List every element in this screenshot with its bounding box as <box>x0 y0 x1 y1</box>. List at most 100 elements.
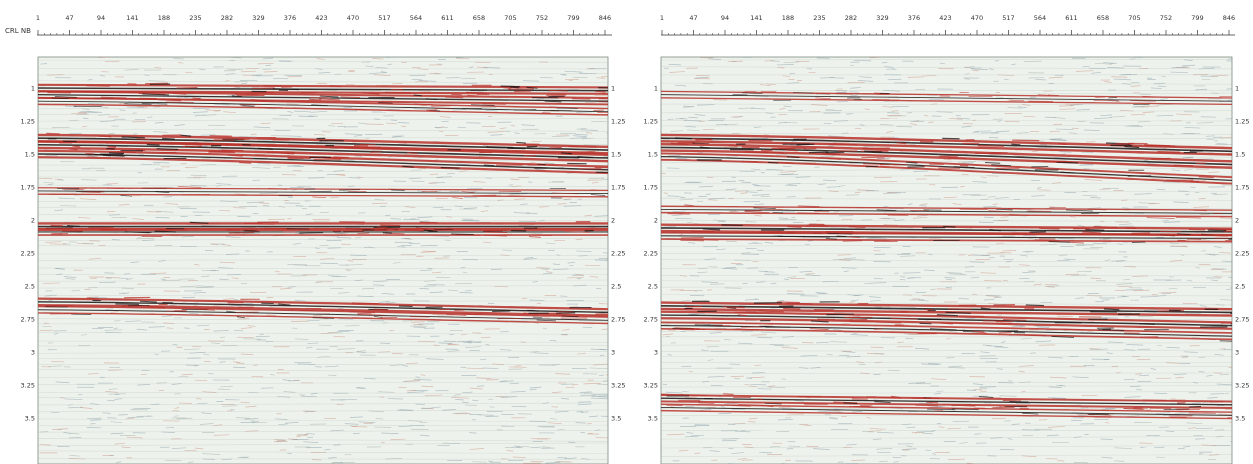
noise-wavelet <box>193 292 206 294</box>
noise-wavelet <box>930 103 938 105</box>
noise-wavelet <box>160 278 166 281</box>
noise-wavelet <box>236 362 245 364</box>
reflector-horizon <box>38 303 608 317</box>
noise-wavelet <box>171 383 182 385</box>
noise-wavelet <box>697 271 708 273</box>
reflector-segment <box>698 402 715 404</box>
noise-wavelet <box>472 332 482 334</box>
reflector-segment <box>172 92 187 95</box>
noise-wavelet <box>684 435 699 438</box>
reflector-segment <box>568 145 597 148</box>
noise-wavelet <box>165 203 179 205</box>
noise-wavelet <box>344 133 363 135</box>
noise-wavelet <box>259 192 278 195</box>
reflector-segment <box>483 164 495 167</box>
noise-wavelet <box>580 129 598 131</box>
noise-wavelet <box>732 422 746 425</box>
noise-wavelet <box>545 462 561 464</box>
noise-wavelet <box>1031 195 1045 197</box>
background-striation <box>661 59 1232 61</box>
noise-wavelet <box>456 163 470 166</box>
noise-wavelet <box>1131 355 1140 358</box>
y-tick-label-right: 2.5 <box>1235 283 1245 291</box>
reflector-segment <box>822 153 840 156</box>
noise-wavelet <box>1210 279 1219 282</box>
noise-wavelet <box>1019 325 1026 328</box>
noise-wavelet <box>701 281 719 283</box>
noise-wavelet <box>98 114 111 116</box>
noise-wavelet <box>121 287 134 290</box>
noise-wavelet <box>603 155 608 157</box>
reflector-segment <box>146 143 160 146</box>
noise-wavelet <box>278 206 286 208</box>
background-striation <box>661 190 1232 193</box>
noise-wavelet <box>1122 278 1130 281</box>
y-tick-label-right: 2.5 <box>611 283 621 291</box>
noise-wavelet <box>959 442 968 444</box>
noise-wavelet <box>1075 70 1094 72</box>
noise-wavelet <box>783 278 789 281</box>
noise-wavelet <box>435 176 453 178</box>
y-tick-label-right: 2.75 <box>611 316 625 324</box>
noise-wavelet <box>1193 206 1210 208</box>
noise-wavelet <box>244 418 259 420</box>
y-tick-label-left: 1.5 <box>648 151 658 159</box>
noise-wavelet <box>930 378 947 380</box>
noise-wavelet <box>1166 362 1180 364</box>
noise-wavelet <box>161 431 175 433</box>
noise-wavelet <box>569 137 587 139</box>
noise-wavelet <box>997 382 1014 384</box>
noise-wavelet <box>174 407 180 409</box>
noise-wavelet <box>292 243 301 245</box>
noise-wavelet <box>402 365 409 367</box>
reflector-segment <box>797 212 819 214</box>
noise-wavelet <box>1005 260 1012 263</box>
noise-wavelet <box>789 144 802 146</box>
reflector-segment <box>1060 171 1075 174</box>
noise-wavelet <box>87 103 105 105</box>
noise-wavelet <box>986 295 999 297</box>
noise-wavelet <box>836 57 841 58</box>
noise-wavelet <box>601 328 608 330</box>
noise-wavelet <box>1072 376 1089 379</box>
reflector-segment <box>141 103 168 105</box>
noise-wavelet <box>721 267 738 270</box>
noise-wavelet <box>872 438 882 440</box>
noise-wavelet <box>245 67 259 70</box>
noise-wavelet <box>980 176 987 179</box>
noise-wavelet <box>98 57 115 58</box>
noise-wavelet <box>906 445 913 448</box>
noise-wavelet <box>514 198 526 200</box>
y-tick-label-left: 3 <box>31 349 35 357</box>
noise-wavelet <box>1000 216 1009 218</box>
noise-wavelet <box>1211 92 1219 94</box>
noise-wavelet <box>601 178 608 181</box>
noise-wavelet <box>731 452 745 454</box>
noise-wavelet <box>759 84 771 86</box>
noise-wavelet <box>510 178 520 181</box>
noise-wavelet <box>1162 220 1169 222</box>
noise-wavelet <box>396 246 406 248</box>
noise-wavelet <box>421 385 434 388</box>
noise-wavelet <box>537 425 555 428</box>
noise-wavelet <box>329 345 338 348</box>
noise-wavelet <box>741 252 751 254</box>
noise-wavelet <box>192 111 208 113</box>
reflector-segment <box>136 137 151 141</box>
reflector-segment <box>209 135 232 137</box>
noise-wavelet <box>868 430 882 432</box>
noise-wavelet <box>1196 122 1214 124</box>
noise-wavelet <box>707 376 725 378</box>
noise-wavelet <box>948 273 967 275</box>
noise-wavelet <box>381 432 399 434</box>
noise-wavelet <box>433 344 440 347</box>
reflector-horizon <box>661 400 1232 409</box>
noise-wavelet <box>71 289 80 292</box>
noise-wavelet <box>346 269 353 271</box>
reflector-segment <box>318 98 340 101</box>
noise-wavelet <box>847 294 860 296</box>
noise-wavelet <box>1168 287 1178 290</box>
noise-wavelet <box>535 168 545 171</box>
noise-wavelet <box>810 366 821 369</box>
background-striation <box>38 418 608 423</box>
